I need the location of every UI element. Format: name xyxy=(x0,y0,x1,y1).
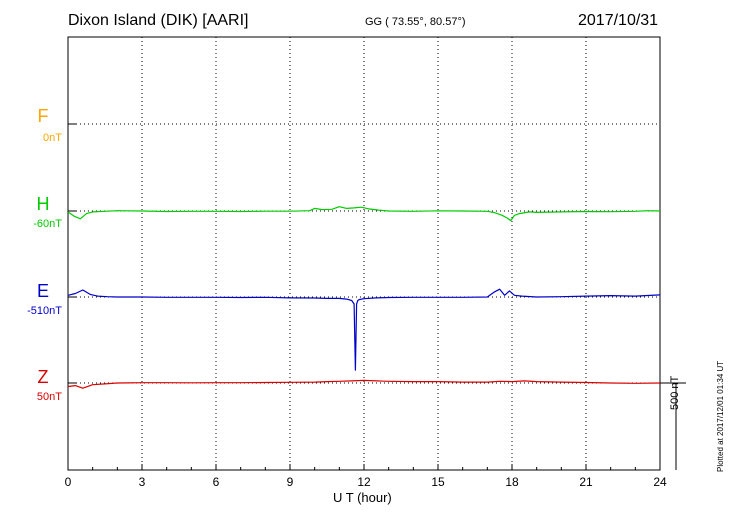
plotted-timestamp: Plotted at 2017/12/01 01:34 UT xyxy=(716,360,725,472)
component-label-z: Z xyxy=(37,367,49,387)
x-tick-label-9: 9 xyxy=(287,475,294,489)
scale-bar xyxy=(660,382,686,470)
x-tick-label-3: 3 xyxy=(139,475,146,489)
chart-date: 2017/10/31 xyxy=(578,12,659,29)
station-title: Dixon Island (DIK) [AARI] xyxy=(68,12,249,29)
baseline-label-h: -60nT xyxy=(33,218,62,230)
series-line-h xyxy=(67,206,661,222)
grid-layer xyxy=(68,37,660,470)
baseline-label-f: 0nT xyxy=(43,132,62,144)
x-axis-label: U T (hour) xyxy=(333,490,392,505)
series-line-z xyxy=(67,379,661,389)
component-label-f: F xyxy=(37,106,49,126)
x-tick-layer: 0 3 6 9 12 15 18 21 24 xyxy=(65,464,667,489)
x-tick-label-12: 12 xyxy=(357,475,371,489)
component-label-e: E xyxy=(36,281,49,301)
station-coordinates: GG ( 73.55°, 80.57°) xyxy=(365,16,466,28)
x-tick-label-18: 18 xyxy=(505,475,519,489)
scale-bar-label: 500 nT xyxy=(669,375,681,410)
series-layer xyxy=(67,206,661,389)
series-line-e xyxy=(67,288,661,371)
x-tick-label-0: 0 xyxy=(65,475,72,489)
baseline-label-z: 50nT xyxy=(36,391,62,403)
x-tick-label-15: 15 xyxy=(431,475,445,489)
x-tick-label-21: 21 xyxy=(579,475,593,489)
baseline-label-e: -510nT xyxy=(27,305,62,317)
component-label-h: H xyxy=(36,194,50,214)
x-tick-label-24: 24 xyxy=(653,475,667,489)
x-tick-label-6: 6 xyxy=(213,475,220,489)
